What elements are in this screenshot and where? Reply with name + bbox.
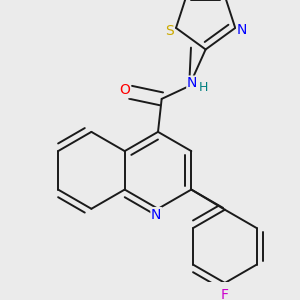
Text: N: N: [187, 76, 197, 90]
Text: H: H: [198, 81, 208, 94]
Text: N: N: [151, 208, 161, 222]
Text: N: N: [237, 23, 247, 37]
Text: S: S: [165, 24, 174, 38]
Text: O: O: [120, 83, 130, 98]
Text: F: F: [221, 288, 229, 300]
